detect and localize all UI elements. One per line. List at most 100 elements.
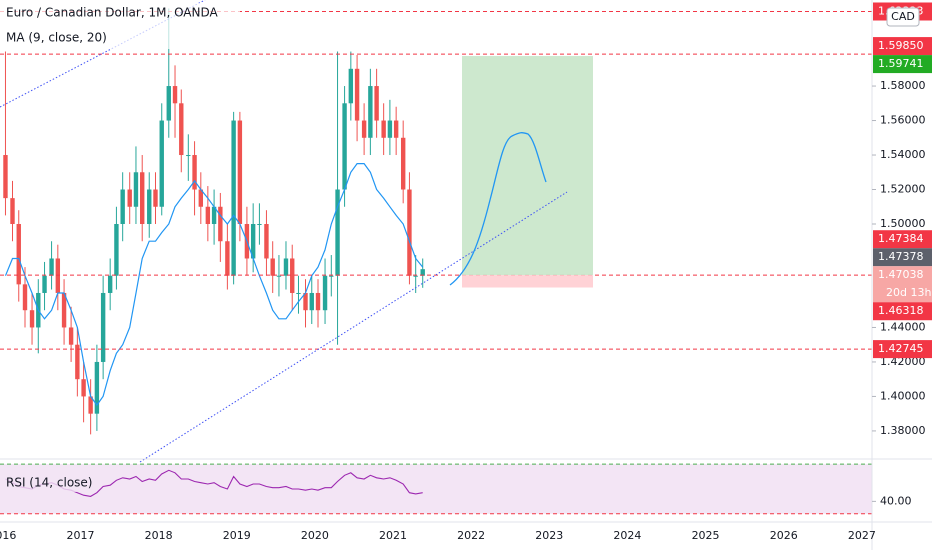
x-tick-label: 2027 <box>848 529 876 542</box>
x-tick-label: 2016 <box>0 529 16 542</box>
price-tag <box>873 37 932 56</box>
indicator-label: MA (9, close, 20) <box>6 31 107 45</box>
y-tick-label: 1.54000 <box>880 148 926 161</box>
candle-body <box>153 189 158 207</box>
candle-body <box>354 68 360 121</box>
candle-body <box>114 223 119 276</box>
candle-body <box>250 223 256 259</box>
candle-body <box>55 258 61 293</box>
candle-body <box>147 189 152 224</box>
price-tag-label: 1.46318 <box>878 304 924 317</box>
price-tag-label: 1.47038 <box>878 268 924 281</box>
price-tag-label: 1.47384 <box>878 232 924 245</box>
y-tick-label: 1.50000 <box>880 217 926 230</box>
position-box <box>462 56 593 288</box>
loss-zone <box>462 275 593 288</box>
candle-body <box>381 120 386 138</box>
price-tag-label: 1.47378 <box>878 250 924 263</box>
y-tick-label: 40.00 <box>880 494 912 507</box>
ma-line <box>4 163 424 407</box>
candle-body <box>205 206 211 224</box>
candle-body <box>329 275 334 277</box>
candle-body <box>107 275 113 293</box>
price-tag <box>873 230 932 249</box>
candle-body <box>68 327 74 345</box>
candle-body <box>393 120 399 138</box>
candle-body <box>140 172 145 224</box>
y-tick-label: 1.52000 <box>880 183 926 196</box>
x-tick-label: 2026 <box>770 529 798 542</box>
x-tick-label: 2022 <box>457 529 485 542</box>
price-tag <box>873 248 932 267</box>
x-tick-label: 2023 <box>535 529 563 542</box>
price-tag <box>873 340 932 359</box>
candle-body <box>166 86 171 121</box>
candle-body <box>81 379 86 397</box>
candle-body <box>172 86 178 104</box>
candle-body <box>361 120 367 138</box>
candle-body <box>10 198 15 224</box>
candle-body <box>315 292 321 311</box>
candle-body <box>290 258 295 293</box>
candle-body <box>179 103 184 156</box>
y-tick-label: 1.42000 <box>880 355 926 368</box>
candle-body <box>283 258 289 276</box>
price-tag-label: 1.59741 <box>878 57 924 70</box>
legend-bg <box>0 3 240 49</box>
candle-body <box>49 258 54 276</box>
currency-badge[interactable] <box>886 7 920 27</box>
candle-body <box>368 86 373 138</box>
candle-body <box>29 310 35 328</box>
projection-path <box>449 132 547 286</box>
x-tick-label: 2024 <box>613 529 641 542</box>
candle-body <box>218 206 223 242</box>
candle-body <box>342 103 347 190</box>
candle-body <box>413 275 418 277</box>
candle-body <box>127 189 132 207</box>
rsi-pane <box>0 463 872 515</box>
candle-body <box>198 189 204 207</box>
candle-body <box>22 284 28 311</box>
y-tick-label: 1.58000 <box>880 79 926 92</box>
candle-body <box>42 275 47 293</box>
candle-body <box>186 155 191 157</box>
candle-body <box>400 137 406 190</box>
candle-body <box>225 241 230 276</box>
candle-body <box>309 292 314 311</box>
countdown-label: 20d 13h <box>886 286 931 299</box>
candle-body <box>231 120 236 276</box>
price-tag-label: 1.59850 <box>878 39 924 52</box>
candle-body <box>133 172 139 207</box>
candle-body <box>257 223 262 225</box>
candle-body <box>296 292 301 294</box>
candle-body <box>270 258 275 276</box>
x-tick-label: 2025 <box>692 529 720 542</box>
candle-body <box>94 361 100 414</box>
x-tick-label: 2019 <box>223 529 251 542</box>
x-tick-label: 2020 <box>301 529 329 542</box>
price-pane <box>0 8 872 435</box>
candle-body <box>348 68 354 104</box>
y-tick-label: 1.40000 <box>880 389 926 402</box>
candle-body <box>303 292 308 311</box>
candle-body <box>264 223 269 259</box>
x-tick-label: 2021 <box>379 529 407 542</box>
trend-line <box>139 191 568 463</box>
candle-body <box>100 292 106 362</box>
candle-body <box>16 223 21 285</box>
x-tick-label: 2018 <box>145 529 173 542</box>
price-tag-label: 1.42745 <box>878 342 924 355</box>
candle-body <box>75 344 80 380</box>
candle-body <box>211 206 217 224</box>
candle-body <box>88 396 93 414</box>
candle-body <box>420 269 425 276</box>
candle-body <box>3 155 8 199</box>
candle-body <box>322 275 328 311</box>
profit-zone <box>462 56 593 276</box>
symbol-title: Euro / Canadian Dollar, 1M, OANDA <box>6 6 219 20</box>
candle-body <box>192 155 197 190</box>
y-tick-label: 1.56000 <box>880 114 926 127</box>
rsi-band <box>0 464 872 514</box>
indicator-label: RSI (14, close) <box>6 476 92 490</box>
candle-body <box>276 275 282 277</box>
